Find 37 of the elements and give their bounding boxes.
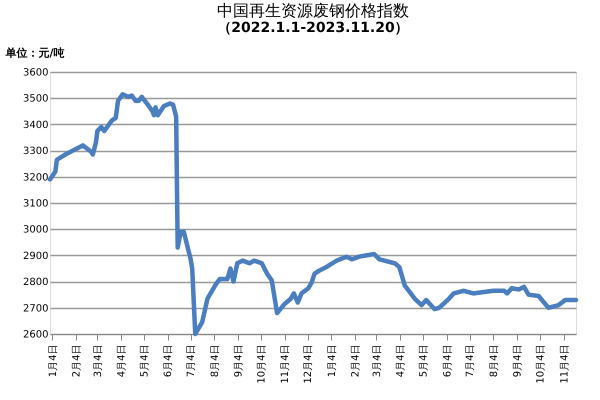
x-tick-label: 1月4日 [326, 344, 338, 378]
x-tick-label: 11月4日 [280, 344, 292, 384]
y-tick-label: 3300 [23, 146, 48, 158]
x-tick-label: 2月4日 [71, 344, 82, 378]
y-tick-label: 2800 [23, 277, 48, 288]
chart-title: 中国再生资源废钢价格指数 [217, 1, 409, 20]
x-tick-label: 6月4日 [163, 344, 174, 378]
y-tick-label: 2600 [23, 330, 48, 340]
x-tick-label: 9月4日 [234, 344, 245, 378]
x-tick-label: 4月4日 [396, 344, 407, 378]
y-tick-label: 3100 [23, 198, 48, 210]
x-tick-label: 5月4日 [140, 344, 151, 378]
x-tick-label: 11月4日 [559, 344, 570, 384]
x-tick-label: 6月4日 [442, 344, 454, 378]
x-tick-label: 3月4日 [372, 344, 383, 378]
y-tick-label: 3400 [23, 120, 48, 131]
x-tick-label: 8月4日 [210, 344, 221, 378]
x-tick-label: 1月4日 [48, 344, 59, 378]
x-tick-label: 2月4日 [350, 344, 362, 378]
x-tick-label: 8月4日 [488, 344, 500, 378]
y-tick-label: 3500 [23, 94, 48, 105]
x-tick-label: 7月4日 [465, 344, 476, 378]
x-tick-label: 7月4日 [186, 344, 198, 378]
x-tick-label: 10月4日 [536, 344, 547, 384]
y-axis-title: 单位：元/吨 [4, 46, 65, 60]
x-tick-label: 5月4日 [418, 344, 430, 378]
chart-subtitle: （2022.1.1-2023.11.20） [217, 20, 409, 36]
y-tick-label: 3600 [23, 68, 48, 78]
y-tick-label: 3000 [23, 224, 48, 236]
x-tick-label: 10月4日 [256, 344, 268, 384]
x-tick-label: 4月4日 [116, 344, 128, 378]
x-tick-label: 12月4日 [303, 344, 314, 384]
x-tick-label: 3月4日 [92, 344, 104, 378]
y-tick-label: 3200 [23, 172, 48, 184]
y-tick-label: 2700 [23, 303, 48, 314]
x-tick-label: 9月4日 [512, 344, 524, 378]
y-tick-label: 2900 [23, 250, 48, 262]
